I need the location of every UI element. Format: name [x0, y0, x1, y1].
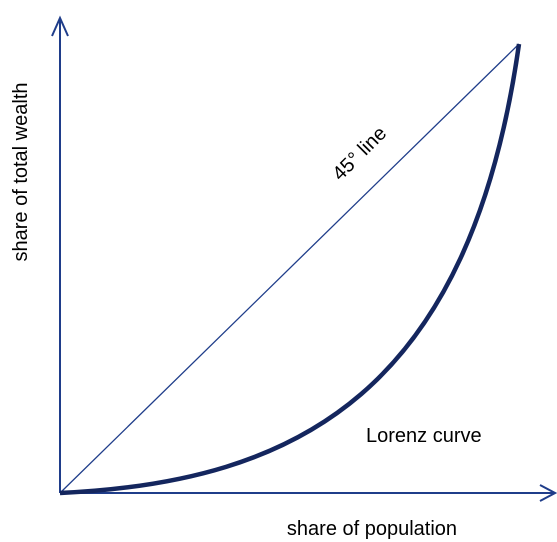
y-axis-label: share of total wealth	[10, 83, 32, 262]
y-axis-arrow	[51, 15, 69, 37]
diagonal-label: 45° line	[328, 122, 391, 185]
curve-label: Lorenz curve	[366, 425, 482, 447]
lorenz-curve	[59, 43, 522, 496]
x-axis-arrow	[539, 484, 557, 502]
diagonal-line	[59, 43, 520, 494]
x-axis-label: share of population	[287, 518, 457, 540]
